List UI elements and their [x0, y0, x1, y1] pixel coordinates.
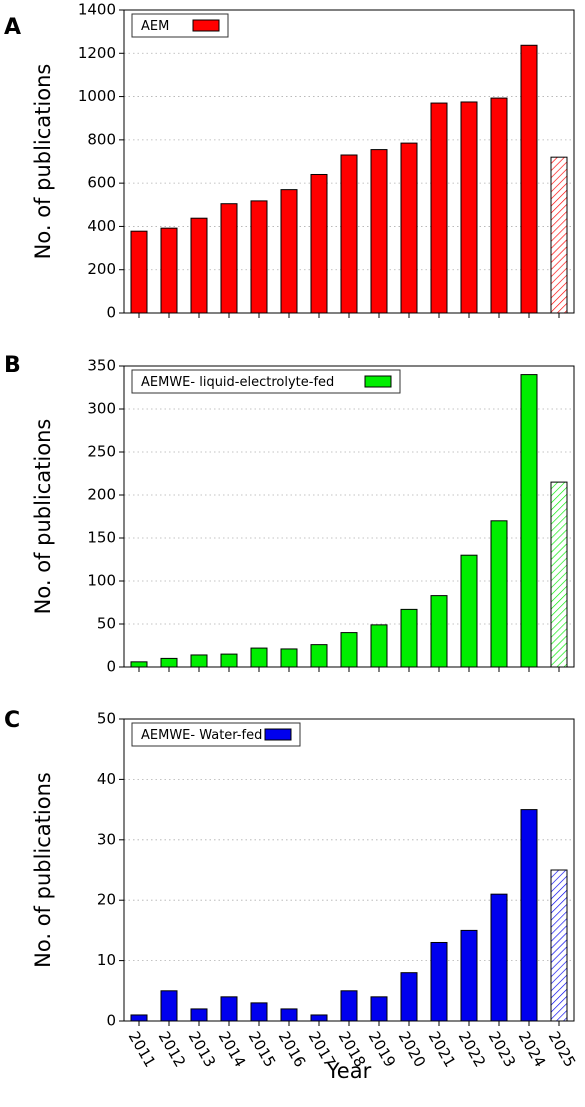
bar-2019: [370, 624, 388, 668]
x-tick-label: 2023: [485, 1028, 520, 1070]
bar-2011: [130, 1014, 148, 1022]
legend-swatch: [192, 19, 220, 32]
y-tick-label: 200: [87, 486, 116, 504]
x-tick-label: 2011: [125, 1028, 160, 1070]
bar-2012: [160, 990, 178, 1022]
y-tick-label: 250: [87, 443, 116, 461]
x-tick-label: 2014: [215, 1028, 250, 1070]
bar-2013: [190, 1008, 208, 1022]
y-tick-label: 0: [106, 658, 116, 676]
chart-panel-a: A 0 200 400 600 800 1000 1200 1400 No. of publica…: [4, 1, 575, 322]
bar-2016: [280, 189, 298, 314]
bar-2020: [400, 142, 418, 314]
y-tick-label: 0: [106, 1012, 116, 1030]
legend-swatch: [264, 728, 292, 741]
bar-2018: [340, 154, 358, 314]
y-tick-label: 100: [87, 572, 116, 590]
y-axis-label: No. of publications: [31, 419, 55, 615]
panel-letter: C: [4, 708, 20, 733]
legend-label: AEMWE- liquid-electrolyte-fed: [141, 375, 334, 390]
y-tick-label: 10: [97, 951, 116, 969]
bar-2013: [190, 217, 208, 314]
y-tick-label: 50: [97, 615, 116, 633]
y-tick-label: 50: [97, 710, 116, 728]
bar-2024: [520, 374, 538, 668]
bar-2024: [520, 44, 538, 314]
bar-2017: [310, 173, 328, 314]
bar-2011: [130, 661, 148, 668]
x-tick-label: 2020: [395, 1028, 430, 1070]
x-tick-label: 2012: [155, 1028, 190, 1070]
bar-2014: [220, 996, 238, 1022]
bar-2022: [460, 554, 478, 668]
chart-panel-c: C 0 10 20 30 40 50 No. of publications AEMWE- Wa…: [4, 708, 579, 1083]
bar-2023: [490, 97, 508, 314]
y-tick-label: 1200: [78, 44, 116, 62]
bar-2015: [250, 1002, 268, 1022]
y-tick-label: 400: [87, 217, 116, 235]
bar-2021: [430, 102, 448, 314]
x-tick-label: 2022: [455, 1028, 490, 1070]
y-axis-label: No. of publications: [31, 772, 55, 968]
bar-2020: [400, 608, 418, 668]
y-tick-label: 600: [87, 174, 116, 192]
legend-label: AEMWE- Water-fed: [141, 728, 262, 743]
bar-2020: [400, 972, 418, 1022]
x-axis-label: Year: [326, 1059, 372, 1083]
y-tick-label: 1400: [78, 1, 116, 19]
bar-2022: [460, 101, 478, 314]
bar-2014: [220, 203, 238, 314]
bar-2019: [370, 149, 388, 314]
bar-2018: [340, 990, 358, 1022]
bar-2024: [520, 809, 538, 1022]
bar-2011: [130, 230, 148, 314]
bar-2016: [280, 1008, 298, 1022]
legend-label: AEM: [141, 19, 169, 34]
x-tick-label: 2021: [425, 1028, 460, 1070]
bar-2019: [370, 996, 388, 1022]
y-tick-label: 30: [97, 830, 116, 848]
bar-2012: [160, 227, 178, 314]
bar-2025: [550, 156, 568, 314]
x-tick-label: 2024: [515, 1028, 550, 1070]
bar-2015: [250, 647, 268, 668]
y-tick-label: 1000: [78, 87, 116, 105]
bar-2023: [490, 893, 508, 1022]
x-tick-label: 2015: [245, 1028, 280, 1070]
y-tick-label: 300: [87, 400, 116, 418]
bar-2018: [340, 632, 358, 668]
y-tick-label: 200: [87, 260, 116, 278]
bar-2021: [430, 941, 448, 1022]
chart-panel-b: B 0 50 100 150 200 250 300 350 No. of publication…: [4, 353, 575, 676]
bar-2017: [310, 644, 328, 668]
bar-2012: [160, 657, 178, 668]
panel-letter: B: [4, 353, 21, 378]
bar-2015: [250, 200, 268, 314]
y-axis-label: No. of publications: [31, 64, 55, 260]
x-tick-label: 2025: [545, 1028, 580, 1070]
legend-box: [131, 369, 401, 394]
y-tick-label: 20: [97, 891, 116, 909]
bar-2021: [430, 595, 448, 668]
y-tick-label: 800: [87, 130, 116, 148]
bar-2022: [460, 929, 478, 1022]
bar-2023: [490, 520, 508, 668]
bar-2017: [310, 1014, 328, 1022]
bar-2014: [220, 653, 238, 668]
bar-2025: [550, 869, 568, 1022]
bar-2016: [280, 648, 298, 668]
y-tick-label: 350: [87, 357, 116, 375]
y-tick-label: 150: [87, 529, 116, 547]
legend-swatch: [364, 375, 392, 388]
y-tick-label: 0: [106, 304, 116, 322]
panel-letter: A: [4, 15, 21, 40]
x-tick-label: 2013: [185, 1028, 220, 1070]
x-tick-label: 2016: [275, 1028, 310, 1070]
bar-2025: [550, 481, 568, 668]
y-tick-label: 40: [97, 770, 116, 788]
legend-box: [131, 722, 301, 747]
bar-2013: [190, 654, 208, 668]
